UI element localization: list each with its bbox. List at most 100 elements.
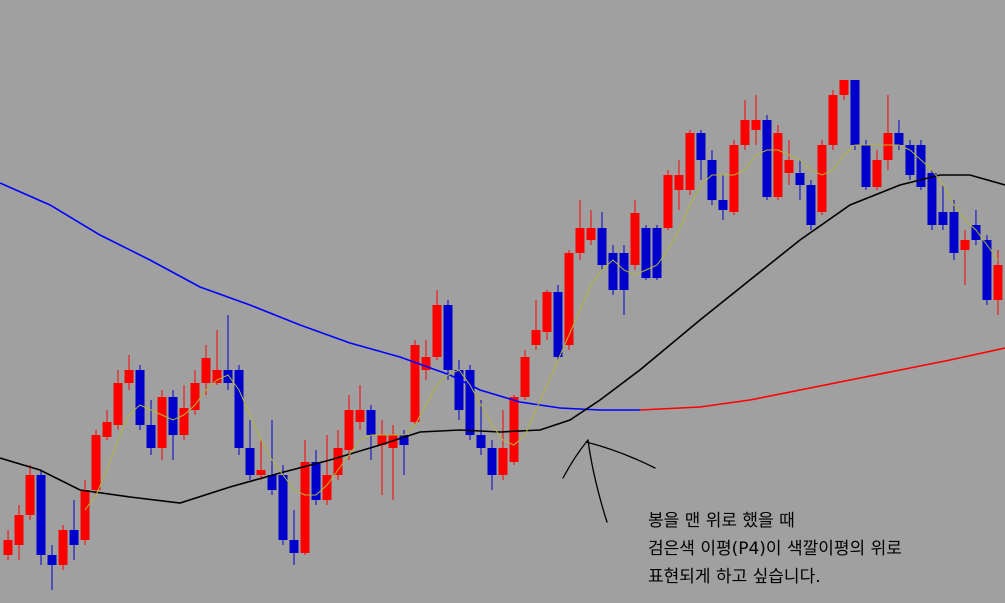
candle-body [421, 357, 431, 370]
candle-body [740, 120, 750, 145]
candle-body [146, 425, 156, 448]
candle-body [861, 145, 871, 187]
candle-body [520, 357, 530, 397]
candle-body [982, 240, 992, 300]
candle-body [113, 383, 123, 425]
candle-body [905, 145, 915, 175]
annotation-line: 검은색 이평(P4)이 색깔이평의 위로 [648, 539, 902, 559]
candle-body [47, 555, 57, 565]
candle-body [553, 292, 563, 357]
candle-body [564, 253, 574, 345]
candle-body [993, 265, 1003, 300]
candle-body [487, 448, 497, 475]
hand-drawn-arrow [562, 439, 656, 523]
candle-body [212, 370, 222, 383]
candle-body [3, 540, 13, 555]
candle-body [135, 370, 145, 425]
moving-average-line [639, 347, 1005, 411]
candle-body [619, 253, 629, 290]
arrow-shaft [587, 439, 608, 523]
candle-body [157, 397, 167, 448]
candle-body [916, 145, 926, 187]
candle-body [168, 397, 178, 435]
candle-body [267, 475, 277, 490]
candle-body [432, 305, 442, 357]
candle-body [443, 305, 453, 370]
candle-body [773, 133, 783, 197]
candle-body [102, 422, 112, 437]
candle-body [949, 212, 959, 253]
candle-body [322, 475, 332, 500]
candle-body [498, 448, 508, 475]
candle-body [872, 160, 882, 187]
candle-body [531, 330, 541, 345]
moving-average-line [84, 144, 999, 511]
candle-body [36, 475, 46, 555]
candle-body [91, 435, 101, 490]
candle-body [641, 228, 651, 278]
candle-body [586, 228, 596, 240]
candle-body [311, 462, 321, 500]
candle-body [718, 200, 728, 210]
candle-body [883, 133, 893, 160]
candle-body [707, 160, 717, 200]
candle-body [608, 253, 618, 290]
candle-body [355, 410, 365, 422]
candle-body [762, 120, 772, 197]
candle-body [938, 212, 948, 225]
candle-body [344, 410, 354, 450]
moving-average-line [0, 182, 640, 411]
candle-body [674, 175, 684, 190]
candle-body [828, 95, 838, 145]
candle-body [124, 370, 134, 383]
candle-body [465, 370, 475, 435]
marks [0, 80, 1005, 590]
candle-body [399, 435, 409, 445]
candle-body [784, 160, 794, 173]
candle-body [751, 120, 761, 130]
candle-body [476, 435, 486, 448]
candle-body [245, 448, 255, 475]
candle-body [201, 358, 211, 383]
candle-body [630, 213, 640, 265]
candle-body [685, 133, 695, 190]
candle-body [80, 490, 90, 540]
candle-body [927, 173, 937, 225]
candle-body [300, 462, 310, 553]
candle-body [597, 228, 607, 265]
candle-body [289, 540, 299, 553]
candle-body [366, 410, 376, 435]
candle-body [839, 80, 849, 95]
candle-body [410, 345, 420, 422]
candle-body [652, 228, 662, 278]
candle-body [960, 240, 970, 250]
candle-body [278, 475, 288, 540]
candle-body [971, 225, 981, 240]
annotation-line: 봉을 맨 위로 했을 때 [648, 511, 795, 531]
candle-body [575, 228, 585, 253]
candle-body [729, 145, 739, 212]
candle-body [25, 475, 35, 515]
candle-body [663, 175, 673, 228]
candle-body [190, 383, 200, 410]
candle-body [542, 292, 552, 332]
candle-body [333, 448, 343, 475]
candle-body [806, 185, 816, 225]
annotation-line: 표현되게 하고 싶습니다. [648, 567, 821, 587]
arrow-head-right [585, 441, 656, 469]
candle-body [894, 133, 904, 145]
moving-average-line [0, 174, 1005, 504]
candle-body [256, 470, 266, 475]
candle-body [696, 133, 706, 160]
arrow-head-left [562, 439, 589, 479]
candle-body [817, 145, 827, 212]
candle-body [58, 530, 68, 565]
candle-body [179, 408, 189, 435]
candle-body [850, 80, 860, 145]
candle-body [454, 370, 464, 410]
candle-body [509, 397, 519, 462]
candle-body [14, 515, 24, 545]
